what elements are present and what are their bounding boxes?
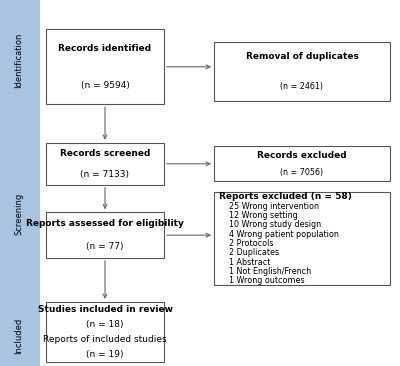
FancyBboxPatch shape	[0, 0, 40, 132]
FancyBboxPatch shape	[214, 42, 390, 101]
Text: 12 Wrong setting: 12 Wrong setting	[219, 211, 298, 220]
FancyBboxPatch shape	[46, 302, 164, 362]
Text: (n = 2461): (n = 2461)	[280, 82, 324, 90]
Text: Identification: Identification	[14, 33, 24, 88]
Text: Records screened: Records screened	[60, 149, 150, 158]
Text: 2 Protocols: 2 Protocols	[219, 239, 273, 248]
Text: 1 Not English/French: 1 Not English/French	[219, 267, 311, 276]
Text: Reports assessed for eligibility: Reports assessed for eligibility	[26, 219, 184, 228]
Text: Studies included in review: Studies included in review	[38, 305, 172, 314]
Text: 2 Duplicates: 2 Duplicates	[219, 248, 279, 257]
Text: 1 Abstract: 1 Abstract	[219, 258, 270, 267]
Text: Reports excluded (n = 58): Reports excluded (n = 58)	[219, 192, 352, 201]
Text: Removal of duplicates: Removal of duplicates	[246, 52, 358, 61]
FancyBboxPatch shape	[46, 29, 164, 104]
Text: 25 Wrong intervention: 25 Wrong intervention	[219, 202, 319, 211]
Text: Records identified: Records identified	[58, 44, 152, 53]
Text: Included: Included	[14, 317, 24, 354]
Text: (n = 7056): (n = 7056)	[280, 168, 324, 177]
FancyBboxPatch shape	[0, 296, 40, 366]
FancyBboxPatch shape	[214, 146, 390, 181]
Text: Reports of included studies: Reports of included studies	[43, 335, 167, 344]
Text: 1 Wrong outcomes: 1 Wrong outcomes	[219, 276, 304, 285]
FancyBboxPatch shape	[214, 192, 390, 285]
Text: 10 Wrong study design: 10 Wrong study design	[219, 220, 321, 229]
Text: Records excluded: Records excluded	[257, 150, 347, 160]
Text: (n = 7133): (n = 7133)	[80, 170, 130, 179]
FancyBboxPatch shape	[0, 124, 40, 304]
FancyBboxPatch shape	[46, 143, 164, 185]
Text: (n = 19): (n = 19)	[86, 350, 124, 359]
Text: (n = 18): (n = 18)	[86, 320, 124, 329]
Text: (n = 9594): (n = 9594)	[80, 81, 130, 90]
FancyBboxPatch shape	[46, 212, 164, 258]
Text: (n = 77): (n = 77)	[86, 242, 124, 251]
Text: Screening: Screening	[14, 193, 24, 235]
Text: 4 Wrong patient population: 4 Wrong patient population	[219, 229, 339, 239]
